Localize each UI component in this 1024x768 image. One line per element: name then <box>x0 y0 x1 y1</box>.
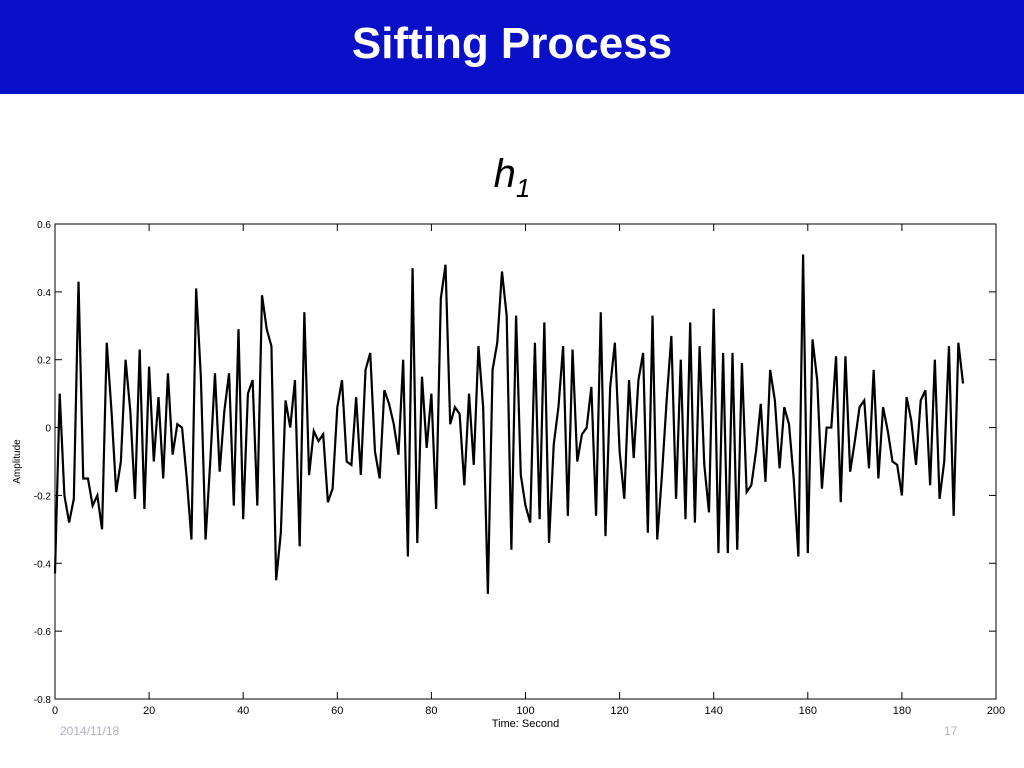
x-tick-label: 40 <box>237 705 249 717</box>
x-tick-label: 0 <box>52 705 58 717</box>
x-tick-label: 120 <box>610 705 628 717</box>
series-line <box>53 254 965 594</box>
x-tick-label: 180 <box>893 705 911 717</box>
x-tick-label: 200 <box>987 705 1005 717</box>
y-tick-label: 0 <box>45 424 51 435</box>
subtitle-main: h <box>493 152 516 196</box>
x-tick-label: 60 <box>331 705 343 717</box>
x-tick-label: 100 <box>516 705 534 717</box>
x-tick-label: 140 <box>705 705 723 717</box>
subtitle-subscript: 1 <box>515 173 531 203</box>
x-axis-label: Time: Second <box>492 718 559 730</box>
footer-date: 2014/11/18 <box>60 724 120 738</box>
y-tick-label: 0.2 <box>37 356 51 367</box>
y-tick-label: -0.4 <box>34 559 52 570</box>
y-axis-label: Amplitude <box>12 439 23 484</box>
y-tick-label: 0.6 <box>37 220 51 231</box>
y-tick-label: -0.8 <box>34 695 52 706</box>
y-tick-label: -0.2 <box>34 491 52 502</box>
y-tick-label: -0.6 <box>34 627 52 638</box>
y-tick-label: 0.4 <box>37 288 51 299</box>
footer-page-number: 17 <box>944 724 958 738</box>
amplitude-chart: 0 20 40 60 80 100 120 140 160 180 200 -0.8 -0.6 -0.4 -… <box>12 220 1005 730</box>
x-tick-label: 20 <box>143 705 155 717</box>
title-bar: Sifting Process <box>0 0 1024 94</box>
chart-subtitle: h1 <box>0 152 1024 204</box>
slide-title: Sifting Process <box>351 19 673 68</box>
x-tick-label: 80 <box>425 705 437 717</box>
x-tick-label: 160 <box>799 705 817 717</box>
